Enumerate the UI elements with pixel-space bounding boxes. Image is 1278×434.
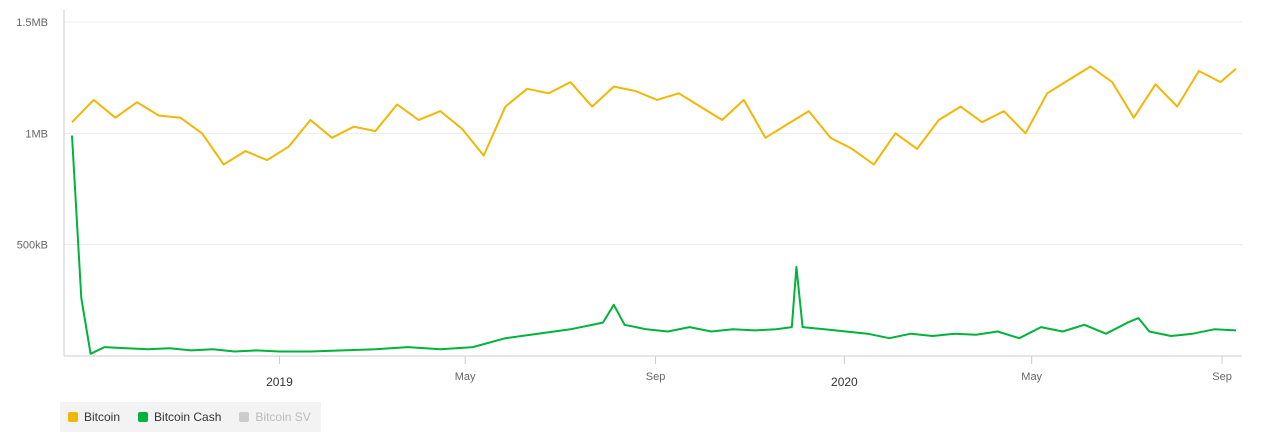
legend-swatch-bitcoin: [68, 412, 78, 422]
legend-item-bitcoin-cash[interactable]: Bitcoin Cash: [138, 410, 221, 424]
y-tick-label-2: 1MB: [25, 128, 48, 140]
y-tick-label-3: 1.5MB: [16, 17, 48, 29]
x-tick-label-2: Sep: [646, 371, 666, 383]
legend-label-bitcoin: Bitcoin: [84, 410, 121, 424]
y-axis-labels: 500kB 1MB 1.5MB: [16, 17, 48, 252]
y-tick-label-1: 500kB: [17, 240, 48, 252]
series-line-bitcoin[interactable]: [71, 65, 1237, 166]
legend: Bitcoin Bitcoin Cash Bitcoin SV: [60, 402, 321, 432]
x-tick-label-5: Sep: [1212, 371, 1232, 383]
x-axis-ticks: 2019 May Sep 2020 May Sep: [266, 356, 1232, 389]
series-line-bitcoin-cash[interactable]: [71, 135, 1237, 355]
chart: 500kB 1MB 1.5MB 2019 May Sep 2020 May Sep: [16, 10, 1242, 389]
legend-label-bitcoin-cash: Bitcoin Cash: [154, 410, 222, 424]
series-lines: [71, 65, 1237, 355]
x-tick-label-1: May: [455, 371, 476, 383]
legend-swatch-bitcoin-sv: [239, 412, 250, 422]
x-tick-label-3: 2020: [831, 375, 858, 389]
x-tick-label-0: 2019: [266, 375, 293, 389]
grid-lines: [64, 21, 1242, 246]
legend-label-bitcoin-sv: Bitcoin SV: [255, 410, 311, 424]
x-tick-label-4: May: [1021, 371, 1042, 383]
legend-swatch-bitcoin-cash: [138, 412, 149, 422]
legend-item-bitcoin-sv[interactable]: Bitcoin SV: [239, 410, 311, 424]
legend-item-bitcoin[interactable]: Bitcoin: [68, 410, 120, 424]
